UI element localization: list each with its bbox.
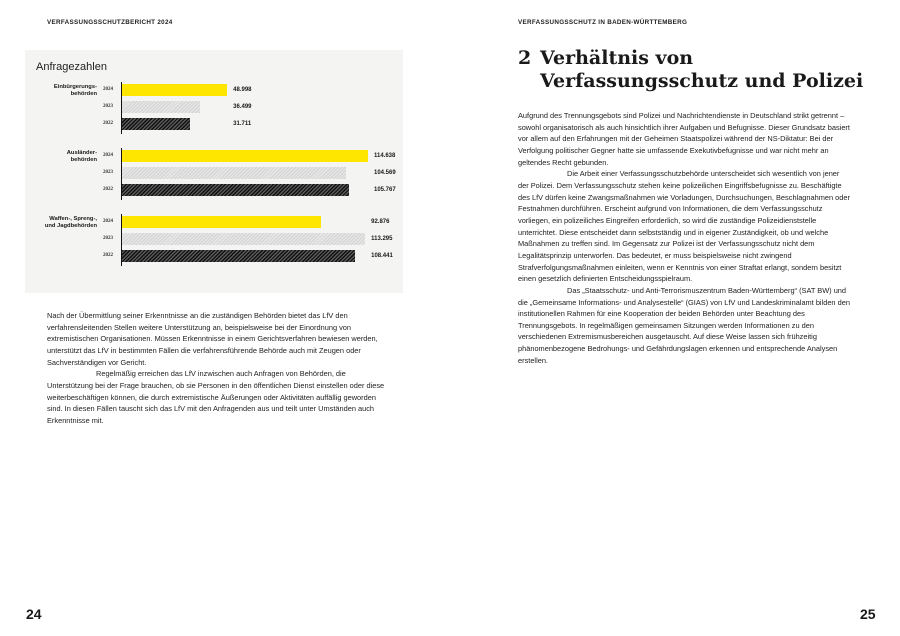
page-number-left: 24 (26, 606, 42, 622)
year-label: 2023 (103, 236, 113, 241)
value-label: 92.876 (371, 219, 390, 225)
group-label: Ausländer- behörden (66, 150, 97, 163)
anfragezahlen-chart: Anfragezahlen Einbürgerungs- behörden 202… (25, 50, 403, 293)
bar-2024 (122, 216, 322, 228)
value-label: 113.295 (371, 236, 393, 242)
year-label: 2024 (103, 87, 113, 92)
chapter-title: Verhältnis von Verfassungsschutz und Pol… (540, 47, 864, 92)
paragraph: Die Arbeit einer Verfassungsschutzbehörd… (518, 169, 850, 284)
group-label: Waffen-, Spreng-, und Jagdbehörden (44, 216, 97, 229)
year-label: 2023 (103, 170, 113, 175)
value-label: 108.441 (371, 253, 393, 259)
bar-2022 (122, 250, 355, 262)
bar-2024 (122, 84, 228, 96)
group-axis (121, 214, 122, 266)
bar-2023 (122, 101, 201, 113)
running-header-right: VERFASSUNGSSCHUTZ IN BADEN-WÜRTTEMBERG (518, 19, 688, 26)
group-axis (121, 148, 122, 200)
bar-2022 (122, 118, 191, 130)
year-label: 2024 (103, 219, 113, 224)
value-label: 114.638 (374, 153, 396, 159)
group-axis (121, 82, 122, 134)
paragraph: Das „Staatsschutz- und Anti-Terrorismusz… (518, 285, 850, 365)
value-label: 105.767 (374, 187, 396, 193)
value-label: 31.711 (233, 121, 252, 127)
paragraph: Aufgrund des Trennungsgebots sind Polize… (518, 111, 850, 167)
paragraph: Nach der Übermittlung seiner Erkenntniss… (47, 311, 378, 367)
right-body-text: Aufgrund des Trennungsgebots sind Polize… (518, 110, 852, 366)
bar-2022 (122, 184, 349, 196)
year-label: 2024 (103, 153, 113, 158)
bar-2024 (122, 150, 368, 162)
chart-title: Anfragezahlen (36, 61, 107, 73)
year-label: 2023 (103, 104, 113, 109)
bar-2023 (122, 233, 366, 245)
value-label: 36.499 (233, 104, 252, 110)
paragraph: Regelmäßig erreichen das LfV inzwischen … (47, 369, 385, 425)
year-label: 2022 (103, 121, 113, 126)
bar-2023 (122, 167, 347, 179)
value-label: 48.998 (233, 87, 252, 93)
year-label: 2022 (103, 253, 113, 258)
left-body-text: Nach der Übermittlung seiner Erkenntniss… (47, 310, 387, 427)
page-number-right: 25 (860, 606, 876, 622)
year-label: 2022 (103, 187, 113, 192)
chapter-number: 2 (518, 47, 532, 69)
running-header-left: VERFASSUNGSSCHUTZBERICHT 2024 (47, 19, 173, 26)
group-label: Einbürgerungs- behörden (53, 84, 97, 97)
value-label: 104.569 (374, 170, 396, 176)
